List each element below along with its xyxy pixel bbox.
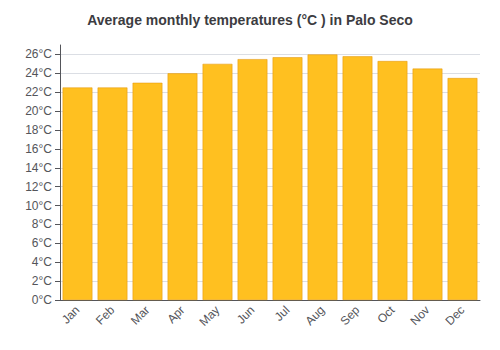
svg-text:6°C: 6°C <box>32 236 52 250</box>
svg-text:14°C: 14°C <box>25 161 52 175</box>
svg-text:Average monthly temperatures (: Average monthly temperatures (°C ) in Pa… <box>87 12 413 28</box>
svg-text:22°C: 22°C <box>25 85 52 99</box>
svg-text:26°C: 26°C <box>25 47 52 61</box>
svg-text:0°C: 0°C <box>32 293 52 307</box>
svg-text:24°C: 24°C <box>25 66 52 80</box>
svg-text:8°C: 8°C <box>32 217 52 231</box>
svg-text:18°C: 18°C <box>25 123 52 137</box>
svg-text:Feb: Feb <box>93 303 118 328</box>
svg-text:4°C: 4°C <box>32 255 52 269</box>
svg-text:Jun: Jun <box>234 303 258 327</box>
svg-text:Jan: Jan <box>59 303 83 327</box>
svg-text:Sep: Sep <box>337 303 362 328</box>
svg-text:Aug: Aug <box>302 303 327 328</box>
svg-text:Nov: Nov <box>407 303 432 328</box>
svg-text:May: May <box>197 303 223 329</box>
svg-text:12°C: 12°C <box>25 180 52 194</box>
svg-text:Oct: Oct <box>374 303 398 327</box>
svg-text:Dec: Dec <box>442 303 467 328</box>
svg-text:2°C: 2°C <box>32 274 52 288</box>
svg-text:Mar: Mar <box>128 303 153 327</box>
svg-text:20°C: 20°C <box>25 104 52 118</box>
svg-text:16°C: 16°C <box>25 142 52 156</box>
svg-text:10°C: 10°C <box>25 199 52 213</box>
svg-text:Jul: Jul <box>272 303 293 324</box>
svg-text:Apr: Apr <box>164 303 187 326</box>
